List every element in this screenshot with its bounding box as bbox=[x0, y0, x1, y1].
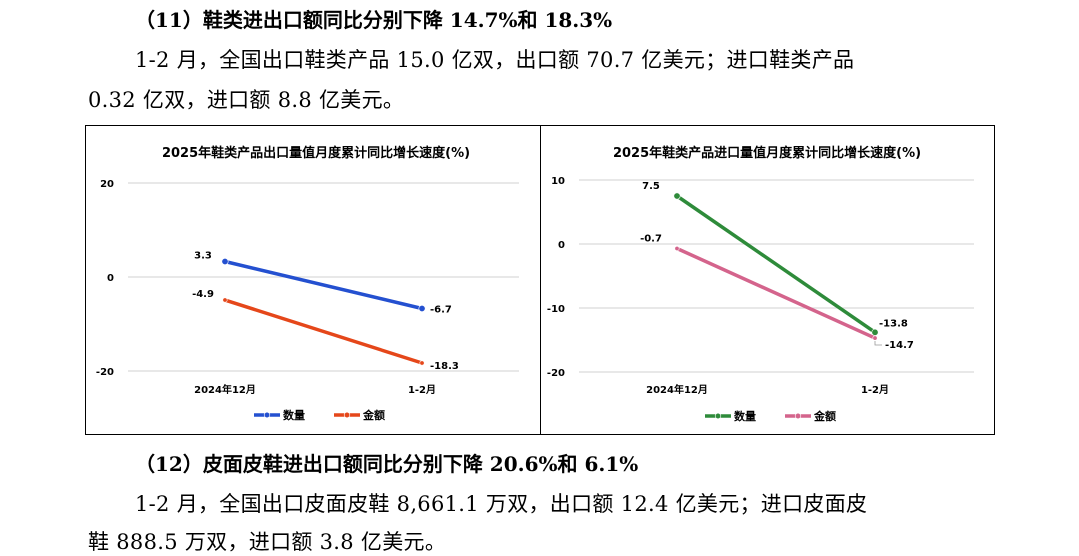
data-point bbox=[418, 304, 426, 312]
export-growth-chart: 2025年鞋类产品出口量值月度累计同比增长速度(%) 20 0 -20 2024年12月… bbox=[85, 125, 541, 435]
data-label: 7.5 bbox=[642, 181, 660, 192]
data-label: -13.8 bbox=[879, 318, 908, 329]
section-11-paragraph-line1: 1-2 月，全国出口鞋类产品 15.0 亿双，出口额 70.7 亿美元；进口鞋类… bbox=[135, 48, 855, 72]
series-line-1 bbox=[675, 246, 877, 340]
data-label: -4.9 bbox=[192, 289, 214, 300]
y-tick-label: 10 bbox=[551, 176, 565, 187]
series-line-0 bbox=[675, 194, 877, 335]
x-tick-label: 1-2月 bbox=[861, 384, 889, 396]
data-point bbox=[419, 360, 425, 366]
import-growth-chart-svg: 2025年鞋类产品进口量值月度累计同比增长速度(%) 10 0 -10 -20 2024年… bbox=[547, 145, 974, 423]
data-label: -0.7 bbox=[640, 233, 662, 244]
x-tick-label: 2024年12月 bbox=[646, 383, 708, 396]
section-11-heading: （11）鞋类进出口额同比分别下降 14.7%和 18.3% bbox=[135, 8, 613, 32]
data-point bbox=[222, 297, 228, 303]
x-tick-label: 1-2月 bbox=[408, 384, 436, 396]
legend-marker bbox=[343, 411, 351, 419]
data-point bbox=[221, 257, 229, 265]
data-point bbox=[674, 245, 680, 251]
data-point bbox=[871, 328, 879, 336]
x-tick-label: 2024年12月 bbox=[194, 383, 256, 396]
y-tick-label: -10 bbox=[547, 304, 565, 315]
import-growth-chart: 2025年鞋类产品进口量值月度累计同比增长速度(%) 10 0 -10 -20 2024年… bbox=[540, 125, 995, 435]
y-tick-label: 0 bbox=[558, 240, 565, 251]
section-12-paragraph-line1: 1-2 月，全国出口皮面皮鞋 8,661.1 万双，出口额 12.4 亿美元；进… bbox=[135, 492, 868, 516]
section-12-heading: （12）皮面皮鞋进出口额同比分别下降 20.6%和 6.1% bbox=[135, 452, 639, 476]
legend-marker bbox=[714, 412, 722, 420]
data-label: 3.3 bbox=[194, 250, 212, 261]
legend-marker bbox=[263, 411, 271, 419]
data-label: -6.7 bbox=[430, 304, 452, 315]
legend-label: 数量 bbox=[283, 408, 305, 422]
y-tick-label: 20 bbox=[100, 179, 114, 190]
legend-label: 数量 bbox=[734, 409, 756, 423]
series-line-0 bbox=[223, 259, 424, 311]
legend-label: 金额 bbox=[813, 409, 836, 423]
y-tick-label: -20 bbox=[96, 367, 114, 378]
legend-marker bbox=[794, 412, 802, 420]
data-point bbox=[872, 335, 878, 341]
export-growth-chart-svg: 2025年鞋类产品出口量值月度累计同比增长速度(%) 20 0 -20 2024年12月… bbox=[96, 145, 519, 422]
y-tick-label: 0 bbox=[107, 273, 114, 284]
label-leader-line bbox=[874, 341, 882, 346]
section-11-paragraph-line2: 0.32 亿双，进口额 8.8 亿美元。 bbox=[88, 88, 405, 112]
series-line-1 bbox=[223, 298, 424, 365]
y-tick-label: -20 bbox=[547, 368, 565, 379]
chart-title: 2025年鞋类产品出口量值月度累计同比增长速度(%) bbox=[162, 145, 470, 161]
section-12-paragraph-line2: 鞋 888.5 万双，进口额 3.8 亿美元。 bbox=[88, 530, 447, 554]
chart-title: 2025年鞋类产品进口量值月度累计同比增长速度(%) bbox=[613, 145, 921, 161]
data-point bbox=[673, 192, 681, 200]
data-label: -18.3 bbox=[430, 361, 459, 372]
data-label: -14.7 bbox=[885, 340, 914, 351]
legend-label: 金额 bbox=[362, 408, 385, 422]
